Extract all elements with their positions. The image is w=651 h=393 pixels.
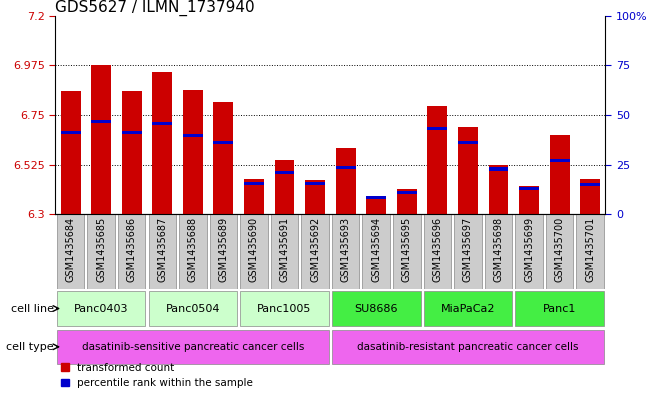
Bar xyxy=(275,160,294,214)
Text: MiaPaCa2: MiaPaCa2 xyxy=(441,303,495,314)
Bar xyxy=(61,131,81,134)
Bar xyxy=(87,214,115,289)
Bar xyxy=(148,214,176,289)
Bar xyxy=(428,106,447,214)
Bar xyxy=(580,183,600,186)
Bar xyxy=(519,187,539,190)
Bar xyxy=(332,330,604,364)
Text: Panc1005: Panc1005 xyxy=(257,303,312,314)
Bar xyxy=(332,214,359,289)
Text: GSM1435693: GSM1435693 xyxy=(340,217,351,282)
Bar xyxy=(244,182,264,185)
Bar xyxy=(183,134,203,138)
Text: GSM1435697: GSM1435697 xyxy=(463,217,473,283)
Bar xyxy=(393,214,421,289)
Text: dasatinib-resistant pancreatic cancer cells: dasatinib-resistant pancreatic cancer ce… xyxy=(357,342,579,352)
Bar xyxy=(546,214,574,289)
Text: SU8686: SU8686 xyxy=(355,303,398,314)
Bar xyxy=(61,91,81,214)
Text: cell line: cell line xyxy=(11,303,54,314)
Text: GSM1435699: GSM1435699 xyxy=(524,217,534,282)
Bar xyxy=(57,330,329,364)
Text: GSM1435685: GSM1435685 xyxy=(96,217,106,283)
Bar xyxy=(516,291,604,326)
Bar xyxy=(549,135,570,214)
Bar xyxy=(549,159,570,162)
Bar xyxy=(305,182,325,185)
Bar xyxy=(57,291,145,326)
Bar xyxy=(148,291,237,326)
Bar xyxy=(152,72,173,214)
Bar xyxy=(332,291,421,326)
Legend: transformed count, percentile rank within the sample: transformed count, percentile rank withi… xyxy=(61,363,253,388)
Bar xyxy=(57,214,85,289)
Text: GSM1435692: GSM1435692 xyxy=(310,217,320,283)
Bar xyxy=(458,141,478,144)
Text: GSM1435694: GSM1435694 xyxy=(371,217,381,282)
Bar xyxy=(485,214,512,289)
Bar xyxy=(428,127,447,130)
Bar xyxy=(118,214,145,289)
Bar xyxy=(214,141,233,144)
Bar xyxy=(214,102,233,214)
Bar xyxy=(580,179,600,214)
Bar xyxy=(458,127,478,214)
Bar xyxy=(367,196,386,199)
Text: GSM1435690: GSM1435690 xyxy=(249,217,259,282)
Bar xyxy=(488,165,508,214)
Bar xyxy=(576,214,604,289)
Text: GSM1435701: GSM1435701 xyxy=(585,217,595,283)
Bar xyxy=(363,214,390,289)
Text: GSM1435695: GSM1435695 xyxy=(402,217,412,283)
Bar xyxy=(91,120,111,123)
Bar xyxy=(183,90,203,214)
Text: GSM1435686: GSM1435686 xyxy=(127,217,137,282)
Bar xyxy=(397,191,417,194)
Bar xyxy=(519,185,539,214)
Bar xyxy=(152,122,173,125)
Text: Panc1: Panc1 xyxy=(543,303,576,314)
Text: GSM1435687: GSM1435687 xyxy=(158,217,167,283)
Bar xyxy=(240,291,329,326)
Bar xyxy=(397,189,417,214)
Bar xyxy=(336,148,355,214)
Text: GSM1435698: GSM1435698 xyxy=(493,217,503,282)
Bar xyxy=(179,214,206,289)
Text: GSM1435691: GSM1435691 xyxy=(279,217,290,282)
Bar xyxy=(488,167,508,171)
Bar xyxy=(301,214,329,289)
Text: Panc0504: Panc0504 xyxy=(165,303,220,314)
Text: GDS5627 / ILMN_1737940: GDS5627 / ILMN_1737940 xyxy=(55,0,255,16)
Bar xyxy=(336,166,355,169)
Bar xyxy=(424,291,512,326)
Bar xyxy=(454,214,482,289)
Text: dasatinib-sensitive pancreatic cancer cells: dasatinib-sensitive pancreatic cancer ce… xyxy=(81,342,304,352)
Bar xyxy=(91,65,111,214)
Text: cell type: cell type xyxy=(6,342,54,352)
Text: GSM1435700: GSM1435700 xyxy=(555,217,564,283)
Bar xyxy=(516,214,543,289)
Bar xyxy=(244,179,264,214)
Text: GSM1435689: GSM1435689 xyxy=(219,217,229,282)
Text: GSM1435696: GSM1435696 xyxy=(432,217,442,282)
Bar xyxy=(122,131,142,134)
Text: Panc0403: Panc0403 xyxy=(74,303,128,314)
Bar xyxy=(305,180,325,214)
Text: GSM1435688: GSM1435688 xyxy=(188,217,198,282)
Bar xyxy=(271,214,298,289)
Bar xyxy=(367,196,386,214)
Bar xyxy=(122,91,142,214)
Bar xyxy=(275,171,294,174)
Bar xyxy=(424,214,451,289)
Bar xyxy=(210,214,237,289)
Bar xyxy=(240,214,268,289)
Text: GSM1435684: GSM1435684 xyxy=(66,217,76,282)
